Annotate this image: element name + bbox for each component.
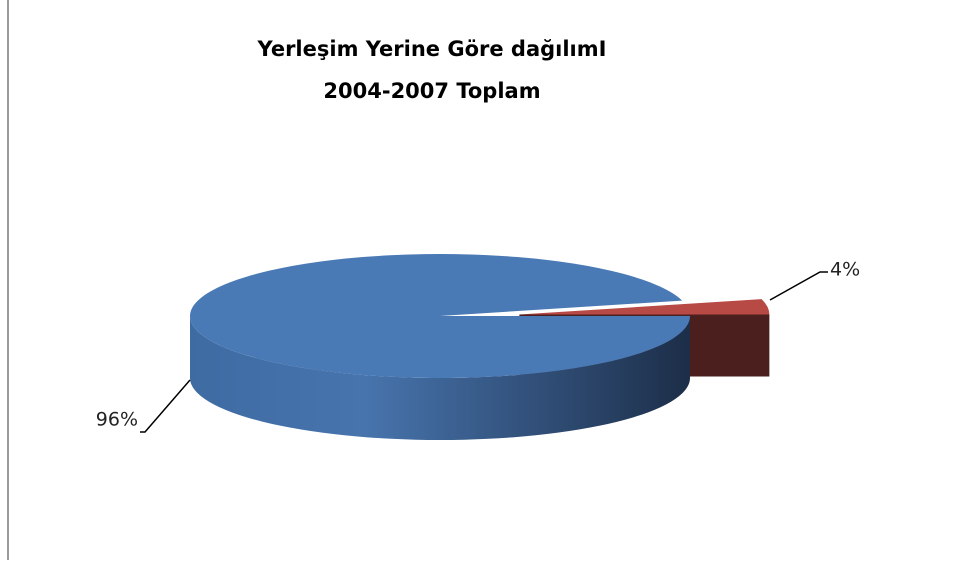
chart-title: Yerleşim Yerine Göre dağılımI <box>257 37 607 61</box>
leader-line <box>140 379 191 433</box>
data-label: 96% <box>96 409 138 431</box>
leader-line <box>769 271 828 301</box>
slice <box>519 299 770 315</box>
chart-subtitle: 2004-2007 Toplam <box>323 79 540 103</box>
slice <box>190 254 690 378</box>
data-label: 4% <box>830 259 860 281</box>
